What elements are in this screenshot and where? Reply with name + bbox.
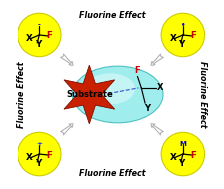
Text: Fluorine Effect: Fluorine Effect: [17, 61, 26, 128]
Text: X: X: [157, 83, 164, 92]
Text: F: F: [47, 150, 52, 160]
Ellipse shape: [72, 66, 163, 123]
Text: Substrate: Substrate: [66, 90, 113, 99]
Text: F: F: [47, 31, 52, 40]
Text: F: F: [135, 66, 140, 75]
Text: •: •: [181, 22, 185, 28]
Text: X: X: [26, 153, 33, 162]
Text: Y: Y: [35, 40, 41, 49]
Text: M: M: [179, 141, 186, 147]
Circle shape: [17, 13, 61, 57]
Text: Y: Y: [178, 40, 185, 49]
Text: +: +: [36, 141, 42, 147]
Text: F: F: [190, 31, 196, 40]
Text: Y: Y: [178, 160, 185, 168]
Text: Y: Y: [35, 160, 41, 168]
Ellipse shape: [85, 73, 135, 104]
Circle shape: [161, 132, 205, 176]
Text: Fluorine Effect: Fluorine Effect: [79, 11, 145, 20]
Text: -: -: [38, 22, 41, 28]
Circle shape: [161, 13, 205, 57]
Text: Fluorine Effect: Fluorine Effect: [79, 169, 145, 178]
Text: Fluorine Effect: Fluorine Effect: [198, 61, 207, 128]
Text: Y: Y: [144, 104, 150, 113]
Text: X: X: [170, 153, 177, 162]
Text: X: X: [170, 34, 177, 43]
Text: F: F: [190, 150, 196, 160]
Polygon shape: [64, 65, 115, 124]
Text: X: X: [26, 34, 33, 43]
Circle shape: [17, 132, 61, 176]
